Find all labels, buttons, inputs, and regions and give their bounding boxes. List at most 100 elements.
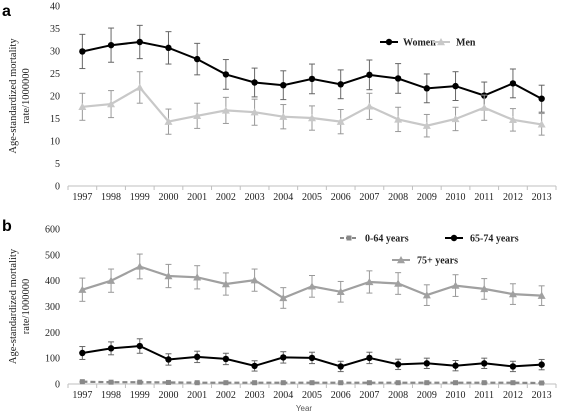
data-point (223, 380, 229, 386)
x-tick-label: 1999 (130, 192, 150, 203)
legend-item: 0-64 years (340, 234, 409, 245)
x-tick-label: 1999 (130, 390, 150, 401)
y-tick-label: 30 (50, 47, 60, 58)
data-point (424, 380, 430, 386)
y-axis-title-line: Age-standardized mortality (8, 248, 19, 364)
data-point (538, 361, 545, 368)
data-point (337, 363, 344, 370)
data-point (137, 379, 143, 385)
data-point (394, 279, 403, 287)
series-women (79, 24, 545, 113)
data-point (79, 48, 86, 55)
data-point (194, 380, 200, 386)
x-tick-label: 2009 (417, 192, 437, 203)
data-point (365, 277, 374, 286)
series-men (78, 71, 546, 138)
y-tick-label: 20 (50, 92, 60, 103)
legend-label: Men (456, 38, 476, 49)
x-tick-label: 2012 (503, 390, 523, 401)
data-point (251, 79, 258, 86)
x-tick-label: 2000 (158, 192, 178, 203)
series-0-64-years (79, 379, 545, 386)
x-tick-label: 2004 (273, 390, 293, 401)
data-point (510, 380, 516, 386)
x-tick-label: 2007 (359, 390, 379, 401)
data-point (193, 55, 201, 63)
data-point (366, 380, 372, 386)
panel-label: a (2, 3, 11, 20)
series-65-74-years (79, 338, 545, 373)
y-axis-title-line: rate/1000000 (21, 68, 32, 123)
legend-label: 0-64 years (365, 234, 409, 245)
data-point (135, 262, 144, 270)
data-point (480, 284, 489, 293)
data-point (337, 81, 344, 88)
legend-label: Women (403, 38, 436, 49)
legend-label: 75+ years (417, 256, 458, 267)
data-point (452, 82, 459, 90)
data-point (222, 71, 230, 78)
x-tick-label: 2003 (245, 390, 265, 401)
x-tick-label: 2003 (245, 192, 265, 203)
x-tick-label: 2012 (503, 192, 523, 203)
panel-b: b Age-standardized mortality rate/1000000 0… (2, 218, 557, 413)
legend-item: 75+ years (392, 256, 458, 267)
legend-marker (385, 38, 393, 46)
y-tick-label: 400 (45, 276, 60, 287)
x-axis-title: Year (296, 404, 313, 413)
data-point (165, 379, 171, 385)
data-point (537, 291, 546, 299)
data-point (79, 349, 86, 357)
x-tick-label: 2005 (302, 390, 322, 401)
data-point (309, 380, 315, 386)
data-point (164, 117, 173, 125)
data-point (308, 75, 316, 83)
data-point (78, 285, 87, 293)
data-point (422, 121, 431, 129)
y-tick-label: 5 (55, 159, 60, 170)
data-point (79, 379, 85, 385)
data-point (78, 102, 87, 110)
data-point (338, 380, 344, 386)
y-tick-label: 500 (45, 250, 60, 261)
data-point (453, 380, 459, 386)
y-tick-label: 25 (50, 69, 60, 80)
data-point (394, 361, 402, 368)
x-tick-label: 1998 (101, 390, 121, 401)
data-point (135, 83, 144, 91)
data-point (279, 112, 288, 120)
x-tick-label: 2011 (474, 192, 494, 203)
y-axis-title: Age-standardized mortality rate/1000000 (8, 38, 32, 154)
y-tick-label: 10 (50, 137, 60, 148)
data-point (165, 356, 172, 363)
data-point (423, 360, 431, 367)
y-axis-title: Age-standardized mortality rate/1000000 (8, 248, 32, 364)
data-point (250, 108, 259, 116)
x-tick-label: 2010 (446, 192, 466, 203)
panel-label: b (2, 218, 12, 235)
data-point (222, 355, 230, 363)
data-point (537, 120, 546, 128)
y-tick-label: 100 (45, 354, 60, 365)
x-tick-label: 2002 (216, 390, 236, 401)
legend-marker (397, 256, 405, 264)
x-tick-label: 1998 (101, 192, 121, 203)
legend-item: Women (380, 38, 436, 49)
data-point (480, 103, 489, 111)
data-point (509, 80, 517, 87)
data-point (451, 114, 460, 123)
x-tick-label: 2008 (388, 192, 408, 203)
data-point (280, 82, 287, 89)
data-point (394, 115, 403, 123)
y-tick-label: 0 (55, 182, 60, 193)
data-point (279, 293, 288, 302)
data-point (136, 38, 143, 46)
data-point (250, 276, 259, 284)
data-point (308, 282, 316, 290)
legend-item: Men (432, 38, 476, 49)
legend-marker (437, 38, 445, 46)
data-point (252, 380, 258, 386)
data-point (481, 380, 487, 386)
